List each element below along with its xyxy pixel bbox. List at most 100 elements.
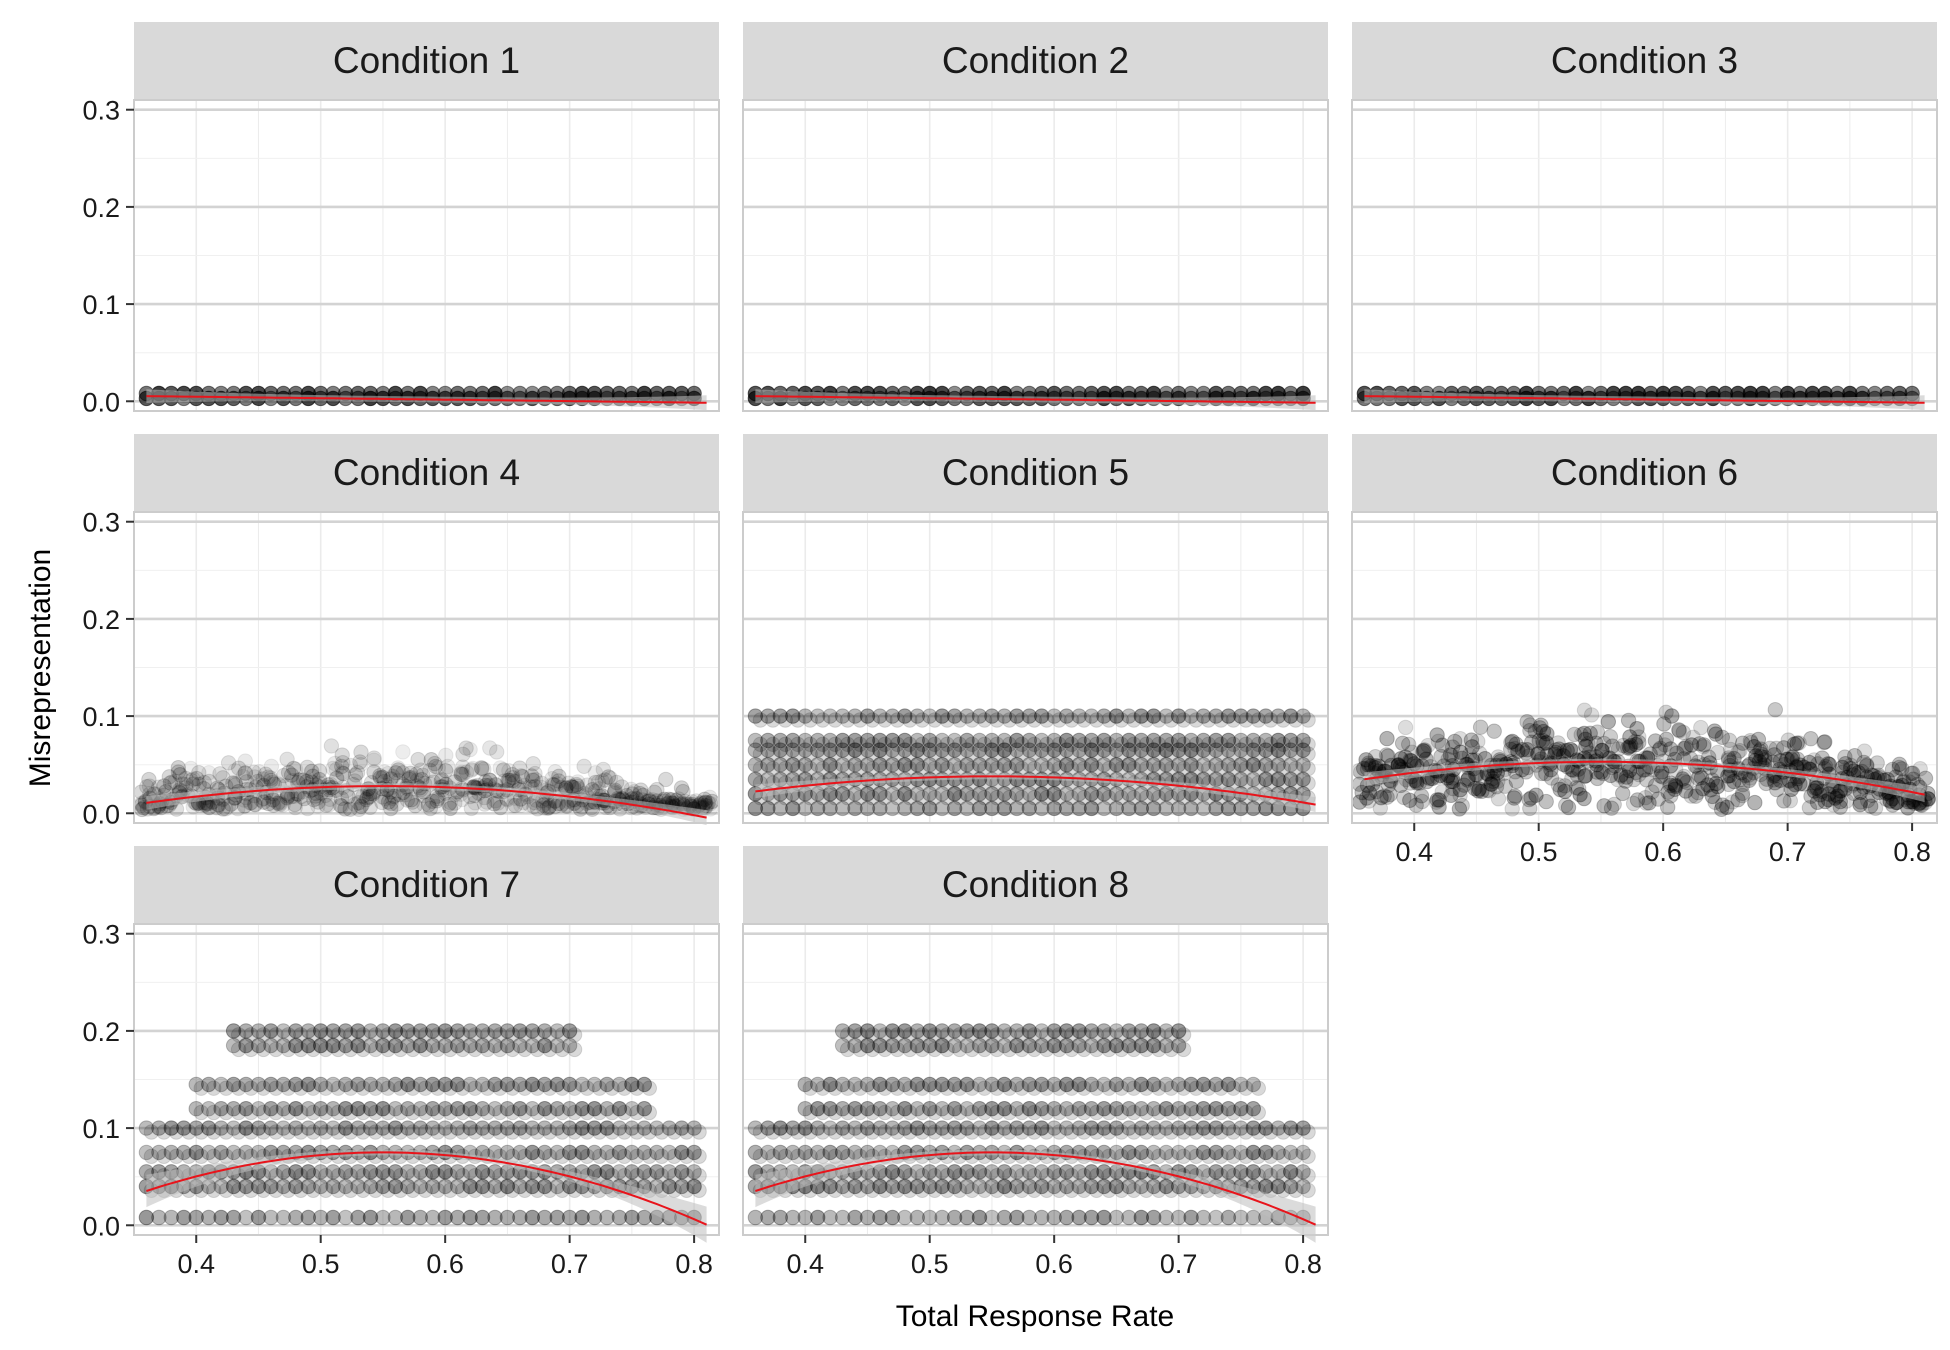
data-point xyxy=(322,791,338,807)
data-point xyxy=(1300,1148,1316,1165)
data-point xyxy=(332,797,349,814)
x-tick-label: 0.4 xyxy=(177,1249,215,1279)
y-tick-label: 0.0 xyxy=(82,1211,120,1241)
data-point xyxy=(342,801,358,817)
data-point xyxy=(1300,760,1316,777)
data-point xyxy=(1300,1182,1316,1199)
data-point xyxy=(501,763,517,779)
data-point xyxy=(462,741,478,758)
facet-strip xyxy=(134,434,719,512)
x-tick-label: 0.5 xyxy=(1520,837,1558,867)
data-point xyxy=(299,759,315,775)
data-point xyxy=(1675,724,1692,741)
data-point xyxy=(327,755,343,772)
data-point xyxy=(423,752,439,768)
data-point xyxy=(266,797,282,813)
facet-strip xyxy=(743,22,1328,100)
y-tick-label: 0.2 xyxy=(82,1017,120,1047)
data-point xyxy=(174,776,191,792)
data-point xyxy=(1856,754,1872,771)
data-point xyxy=(507,797,523,814)
x-tick-label: 0.8 xyxy=(675,1249,713,1279)
data-point xyxy=(299,800,316,817)
data-point xyxy=(404,794,421,810)
x-axis-title: Total Response Rate xyxy=(896,1300,1175,1333)
data-point xyxy=(547,764,563,780)
data-point xyxy=(1300,736,1316,752)
data-point xyxy=(1300,775,1316,791)
facet-panel: Condition 4 0.0 0.1 0.2 0.3 xyxy=(82,434,720,829)
y-tick-label: 0.1 xyxy=(82,290,120,320)
data-point xyxy=(377,790,393,807)
data-point xyxy=(473,760,489,776)
data-point xyxy=(529,801,546,817)
x-tick-label: 0.7 xyxy=(1769,837,1807,867)
data-point xyxy=(492,760,508,776)
data-point xyxy=(167,773,183,790)
data-point xyxy=(389,796,405,812)
fit-line xyxy=(755,395,1316,404)
facet-panel: Condition 6 0.4 0.5 0.6 0.7 0.8 xyxy=(1351,434,1938,867)
data-point xyxy=(323,738,340,754)
facet-strip-label: Condition 5 xyxy=(942,452,1129,493)
data-point xyxy=(374,789,391,805)
data-point xyxy=(178,777,195,793)
data-point xyxy=(212,766,228,782)
data-point xyxy=(1801,800,1818,816)
data-point xyxy=(255,794,272,810)
fit-line xyxy=(146,395,707,404)
data-point xyxy=(1552,781,1568,798)
data-point xyxy=(172,767,188,783)
data-point xyxy=(380,794,397,810)
data-point xyxy=(492,799,509,816)
data-point xyxy=(1538,793,1554,810)
data-point xyxy=(455,766,471,782)
data-point xyxy=(286,760,302,777)
data-point xyxy=(504,770,521,786)
y-tick-label: 0.1 xyxy=(82,1114,120,1144)
data-point xyxy=(1378,747,1395,763)
data-point xyxy=(350,795,367,811)
data-point xyxy=(1792,776,1808,792)
data-point xyxy=(1522,800,1538,817)
data-point xyxy=(380,765,396,782)
data-point xyxy=(270,795,286,811)
data-point xyxy=(641,1080,657,1096)
data-point xyxy=(231,760,247,776)
data-point xyxy=(422,800,438,817)
data-point xyxy=(156,778,172,794)
facet-panel: Condition 5 xyxy=(742,434,1329,824)
data-point xyxy=(354,796,371,813)
data-point xyxy=(1588,735,1604,751)
data-point xyxy=(467,795,483,811)
data-point xyxy=(353,744,369,760)
y-tick-label: 0.2 xyxy=(82,193,120,223)
data-point xyxy=(340,789,356,805)
x-tick-label: 0.6 xyxy=(426,1249,464,1279)
data-point xyxy=(430,759,446,776)
data-point xyxy=(415,767,431,783)
data-point xyxy=(318,797,334,813)
data-point xyxy=(1558,797,1574,813)
x-tick-label: 0.5 xyxy=(302,1249,340,1279)
data-point xyxy=(238,797,254,814)
data-point xyxy=(440,758,456,775)
data-point xyxy=(1663,788,1679,804)
data-point xyxy=(353,756,369,773)
data-point xyxy=(141,771,157,788)
data-point xyxy=(334,765,350,781)
data-point xyxy=(328,761,345,778)
data-point xyxy=(201,799,218,816)
data-point xyxy=(390,762,406,778)
data-point xyxy=(236,798,253,814)
data-point xyxy=(388,765,404,781)
data-point xyxy=(1600,714,1617,730)
data-point xyxy=(1917,770,1934,786)
data-point xyxy=(257,766,274,782)
data-point xyxy=(215,770,231,786)
data-point xyxy=(458,764,475,780)
x-tick-label: 0.8 xyxy=(1893,837,1931,867)
data-point xyxy=(544,771,560,787)
data-point xyxy=(541,798,558,815)
x-tick-label: 0.5 xyxy=(911,1249,949,1279)
